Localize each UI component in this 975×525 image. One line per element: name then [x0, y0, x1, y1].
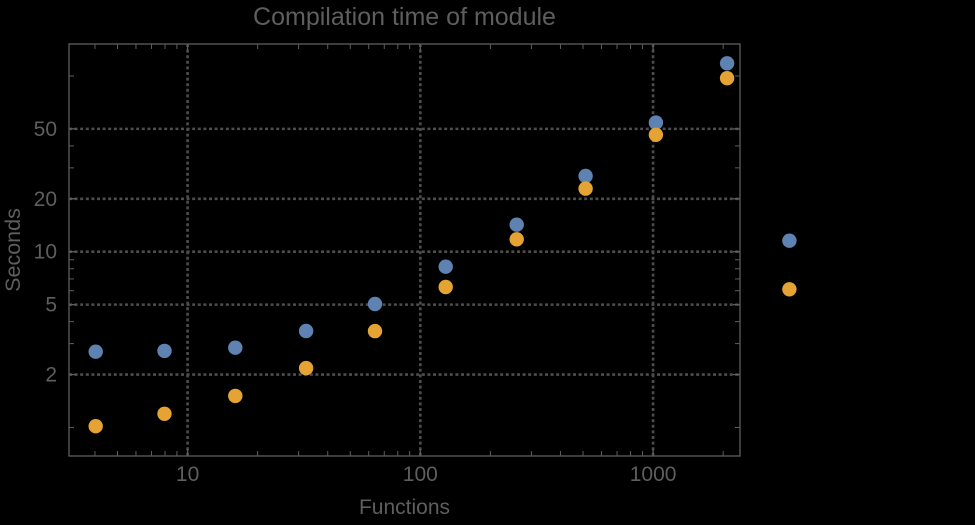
svg-text:50: 50	[34, 118, 57, 141]
svg-text:20: 20	[34, 188, 57, 211]
svg-text:10: 10	[34, 241, 57, 264]
svg-text:5: 5	[45, 294, 57, 317]
svg-text:Compilation time of module: Compilation time of module	[253, 3, 556, 31]
svg-text:1000: 1000	[630, 463, 677, 486]
svg-text:Seconds: Seconds	[1, 208, 25, 292]
svg-text:100: 100	[403, 463, 438, 486]
svg-text:Functions: Functions	[359, 496, 450, 519]
svg-text:10: 10	[176, 463, 199, 486]
svg-text:2: 2	[45, 364, 57, 387]
